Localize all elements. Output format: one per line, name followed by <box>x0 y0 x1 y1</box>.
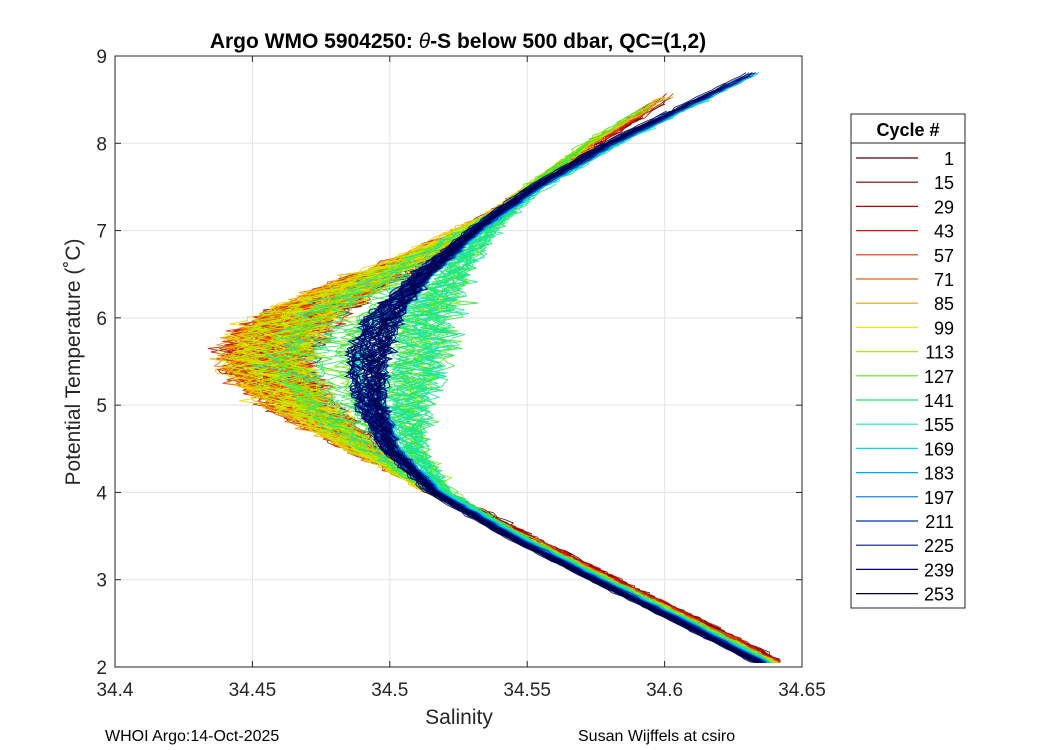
legend-label: 155 <box>924 415 954 435</box>
legend-label: 197 <box>924 488 954 508</box>
legend-label: 239 <box>924 560 954 580</box>
x-tick-label: 34.65 <box>778 680 826 701</box>
legend-label: 211 <box>925 512 954 532</box>
y-tick-label: 5 <box>96 396 107 417</box>
legend-label: 169 <box>924 439 954 459</box>
legend-label: 99 <box>934 318 954 338</box>
footer-right: Susan Wijffels at csiro <box>578 728 735 745</box>
x-axis-label: Salinity <box>425 706 493 729</box>
legend-label: 71 <box>934 270 954 290</box>
profile-line-cycle-247 <box>345 110 752 664</box>
chart-title: Argo WMO 5904250: θ-S below 500 dbar, QC… <box>210 30 706 53</box>
legend-label: 183 <box>924 464 954 484</box>
y-axis-ticks: 2 3 4 5 6 7 8 9 <box>96 47 802 679</box>
y-tick-label: 3 <box>96 571 107 592</box>
legend-label: 15 <box>934 173 954 193</box>
legend-label: 253 <box>924 585 954 605</box>
x-axis-ticks: 34.4 34.45 34.5 34.55 34.6 34.65 <box>97 56 826 701</box>
legend-label: 1 <box>944 149 954 169</box>
y-tick-label: 7 <box>96 222 107 243</box>
profile-line-cycle-246 <box>376 131 763 663</box>
y-tick-label: 6 <box>96 309 107 330</box>
profile-line-cycle-252 <box>351 232 758 664</box>
legend-label: 141 <box>924 391 954 411</box>
y-tick-label: 4 <box>96 483 107 504</box>
footer-left: WHOI Argo:14-Oct-2025 <box>105 728 279 745</box>
y-axis-label: Potential Temperature (˚C) <box>62 238 85 485</box>
legend-label: 85 <box>934 294 954 314</box>
legend: Cycle # 1 15 29 43 57 71 85 99 113 127 141 155 169 18… <box>850 113 966 609</box>
y-tick-label: 2 <box>96 658 107 679</box>
x-tick-label: 34.55 <box>503 680 551 701</box>
legend-label: 57 <box>934 246 954 266</box>
legend-box <box>850 113 966 609</box>
x-tick-label: 34.45 <box>229 680 277 701</box>
y-tick-label: 8 <box>96 134 107 155</box>
axes-box <box>114 55 803 668</box>
profile-lines <box>207 72 781 664</box>
legend-label: 225 <box>924 536 954 556</box>
legend-label: 43 <box>934 222 954 242</box>
legend-title: Cycle # <box>876 120 939 140</box>
x-tick-label: 34.4 <box>97 680 134 701</box>
y-tick-label: 9 <box>96 47 107 68</box>
profile-line-cycle-253 <box>362 218 756 663</box>
legend-label: 127 <box>924 367 954 387</box>
x-tick-label: 34.6 <box>646 680 683 701</box>
legend-label: 29 <box>934 197 954 217</box>
x-tick-label: 34.5 <box>371 680 408 701</box>
legend-label: 113 <box>925 343 954 363</box>
